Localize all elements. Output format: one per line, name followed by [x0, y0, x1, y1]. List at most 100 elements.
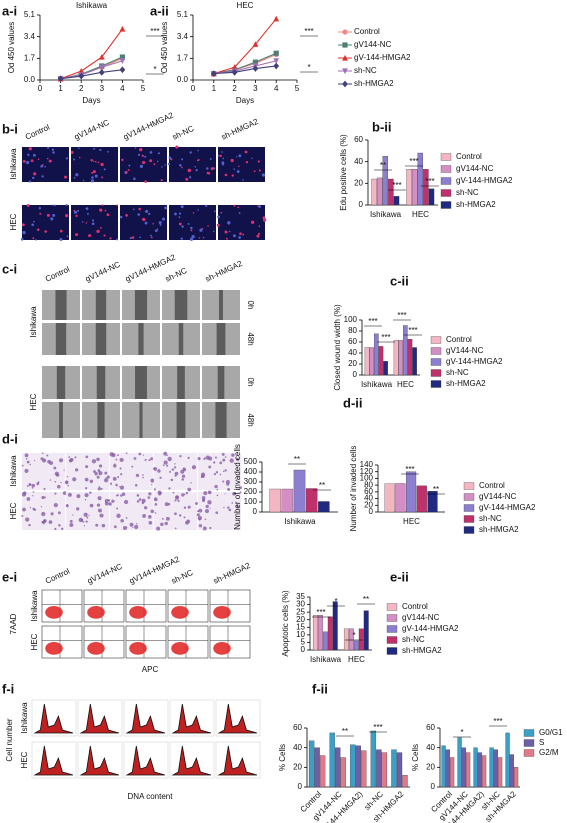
marker [119, 66, 126, 74]
cell-dot [37, 158, 40, 161]
marker [119, 54, 125, 60]
column-label: gV144-NC [84, 260, 122, 284]
cell-dot [141, 498, 146, 503]
cell-dot [201, 474, 205, 478]
cell-dot [85, 222, 88, 224]
cell-dot [213, 472, 217, 476]
y-axis-label: Number of invaded cells [349, 446, 358, 532]
significance-label: *** [425, 177, 434, 186]
cell-dot [41, 452, 44, 455]
cell-dot [158, 221, 162, 225]
y-tick-label: 100 [360, 474, 374, 483]
cell-dot [120, 494, 123, 497]
y-tick-label: 400 [244, 467, 258, 476]
cell-dot [55, 473, 60, 477]
cell-dot [178, 216, 181, 219]
legend-label: gV-144-HMGA2 [456, 176, 513, 185]
y-tick-label: 3.4 [24, 32, 36, 41]
cell-dot [116, 204, 118, 206]
cell-dot [201, 227, 204, 230]
cell-dot [33, 172, 37, 176]
cell-dot [66, 235, 69, 238]
cell-dot [22, 464, 24, 467]
cell-dot [101, 176, 103, 179]
cell-dot [147, 496, 151, 499]
marker [78, 67, 85, 74]
cell-dot [127, 169, 130, 171]
panel-label: c-i [2, 261, 17, 276]
x-tick-label: 0 [38, 84, 43, 93]
cell-dot [164, 502, 169, 507]
x-tick-label: HEC [403, 517, 420, 526]
flow-plot [83, 589, 125, 623]
cell-dot [166, 464, 169, 467]
cell-dot [139, 236, 142, 239]
bar [405, 471, 417, 513]
cell-dot [125, 171, 128, 174]
cell-dot [94, 472, 98, 476]
x-tick-label: HEC [412, 210, 429, 219]
y-axis-label: Edu positive cells (%) [339, 134, 348, 211]
cell-dot [75, 507, 80, 511]
cell-dot [65, 214, 69, 218]
cell-dot [59, 237, 63, 241]
cell-dot [29, 506, 32, 509]
cell-dot [213, 461, 216, 464]
chart-title: HEC [237, 1, 254, 10]
cell-dot [48, 520, 53, 524]
cell-dot [138, 207, 141, 211]
cell-dot [40, 506, 43, 508]
cell-dot [235, 504, 239, 507]
cell-dot [105, 477, 107, 479]
bar [445, 749, 450, 788]
cell-dot [97, 487, 101, 491]
histogram-fill [171, 703, 212, 734]
x-tick-label: HEC [397, 380, 414, 389]
cell-dot [219, 154, 222, 158]
cell-dot [187, 505, 191, 509]
cell-dot [160, 179, 163, 182]
cell-dot [168, 156, 172, 160]
cell-dot [128, 164, 131, 167]
series-line [213, 52, 277, 75]
cell-dot [42, 519, 47, 524]
cell-dot [144, 506, 148, 510]
cell-dot [24, 453, 29, 458]
cell-dot [229, 458, 234, 463]
events [87, 642, 105, 655]
legend-label: gV-144-HMGA2 [402, 624, 459, 633]
y-tick-label: 0.0 [177, 75, 189, 84]
marker [252, 41, 259, 47]
flow-plot [209, 589, 251, 623]
panel-label: a-ii [150, 3, 169, 18]
cell-dot [119, 467, 122, 470]
marker [273, 15, 280, 22]
cell-dot [68, 456, 71, 458]
cell-dot [190, 229, 193, 232]
cell-dot [137, 213, 140, 216]
cell-dot [183, 506, 187, 509]
legend-label: Control [446, 335, 472, 344]
cell-dot [35, 239, 37, 241]
y-tick-label: 60 [426, 723, 435, 732]
significance-label: ** [342, 727, 348, 736]
cell-dot [125, 214, 128, 217]
cell-dot [46, 213, 50, 217]
cell-dot [203, 457, 206, 460]
bar [412, 347, 417, 376]
bar [376, 177, 383, 206]
bar [493, 749, 498, 788]
series-line [213, 18, 277, 75]
cell-dot [28, 523, 31, 527]
cell-dot [185, 177, 189, 181]
cell-dot [36, 482, 40, 486]
cell-dot [32, 153, 36, 157]
wound-gap [217, 366, 225, 399]
cell-dot [179, 163, 182, 167]
cell-dot [205, 455, 210, 460]
cell-dot [99, 513, 104, 518]
wound-gap [215, 402, 227, 438]
cell-dot [175, 145, 179, 149]
cell-dot [233, 234, 236, 238]
cell-dot [129, 237, 132, 240]
